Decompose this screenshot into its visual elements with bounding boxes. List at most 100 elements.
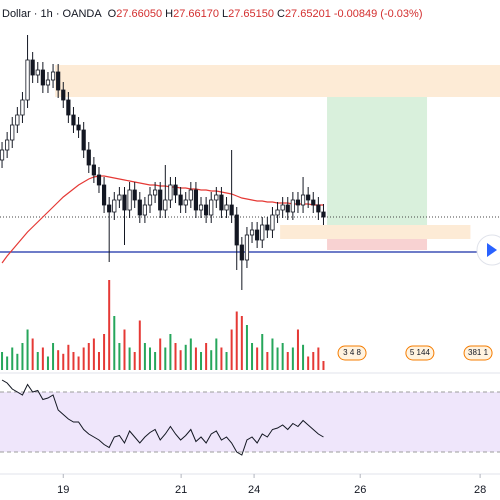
volume-bar (271, 338, 274, 370)
c-value: 27.65201 (285, 8, 331, 20)
candle-body (50, 71, 56, 81)
x-tick-label: 19 (57, 484, 69, 496)
volume-bar (210, 350, 213, 370)
volume-bar (266, 352, 269, 370)
candle-body (321, 211, 326, 218)
volume-bar (307, 356, 310, 370)
candle-body (229, 204, 234, 216)
volume-bar (6, 356, 9, 370)
volume-bar (215, 338, 218, 370)
volume-bar (317, 347, 320, 370)
h-value: 27.66170 (173, 8, 219, 20)
candle-body (112, 199, 117, 213)
volume-bar (62, 353, 65, 370)
volume-bar (118, 343, 121, 370)
candle-body (71, 114, 76, 126)
candle-body (306, 194, 311, 201)
x-tick-label: 26 (354, 484, 366, 496)
interval: 1h (41, 8, 53, 20)
volume-bar (189, 338, 192, 370)
c-label: C (277, 8, 285, 20)
volume-bar (11, 347, 14, 370)
volume-bar (87, 343, 90, 370)
source: OANDA (63, 8, 103, 20)
candle-body (76, 124, 81, 131)
event-label: 381 1 (468, 348, 489, 357)
volume-bar (82, 347, 85, 370)
candle-body (290, 199, 295, 213)
candle-body (158, 189, 163, 211)
volume-bar (276, 347, 279, 370)
candle-body (127, 189, 132, 211)
candle-body (173, 184, 178, 196)
candle-body (25, 59, 30, 101)
zone (55, 65, 500, 97)
volume-bar (16, 353, 19, 370)
candle-body (255, 229, 260, 241)
candle-body (0, 149, 5, 161)
volume-bar (41, 347, 44, 370)
candle-body (45, 79, 51, 86)
candle-body (96, 174, 102, 186)
candle-body (30, 59, 35, 76)
volume-bar (26, 329, 29, 370)
volume-bar (46, 356, 49, 370)
candle-body (234, 214, 239, 246)
volume-bar (97, 352, 100, 370)
candle-body (249, 229, 255, 236)
candle-body (275, 209, 280, 216)
candle-body (316, 204, 321, 213)
volume-bar (200, 352, 203, 370)
candle-body (122, 194, 127, 211)
volume-bar (36, 352, 39, 370)
volume-bar (143, 343, 146, 370)
volume-bar (174, 343, 177, 370)
candle-body (183, 199, 188, 206)
volume-bar (128, 347, 131, 370)
zone (327, 97, 428, 225)
candle-body (15, 114, 20, 126)
x-tick-label: 28 (474, 484, 486, 496)
volume-bar (92, 338, 95, 370)
volume-bar (77, 356, 80, 370)
volume-bar (205, 343, 208, 370)
volume-bar (261, 334, 264, 370)
volume-bar (21, 343, 24, 370)
candle-body (204, 204, 209, 216)
l-label: L (222, 8, 228, 20)
candle-body (214, 194, 219, 201)
x-tick-label: 24 (248, 484, 260, 496)
volume-bar (291, 347, 294, 370)
volume-bar (169, 334, 172, 370)
volume-bar (164, 347, 167, 370)
candle-body (107, 204, 112, 213)
volume-bar (154, 352, 157, 370)
candle-body (198, 204, 204, 211)
volume-bar (113, 316, 116, 370)
candle-body (153, 189, 158, 196)
event-label: 5 144 (410, 348, 431, 357)
volume-bar (57, 350, 60, 370)
volume-bar (256, 347, 259, 370)
candle-body (178, 194, 183, 206)
x-tick-label: 21 (175, 484, 187, 496)
candle-body (244, 234, 250, 261)
candle-body (265, 224, 270, 231)
candle-body (142, 204, 147, 216)
candle-body (147, 194, 153, 206)
event-label: 3 4 8 (343, 348, 361, 357)
volume-bar (103, 334, 106, 370)
volume-bar (194, 347, 197, 370)
volume-bar (235, 311, 238, 370)
volume-bar (296, 329, 299, 370)
candle-body (209, 199, 214, 216)
candle-body (300, 194, 306, 206)
candle-body (188, 189, 193, 201)
candle-body (66, 99, 71, 116)
volume-bar (281, 343, 284, 370)
volume-bar (133, 352, 136, 370)
volume-bar (159, 338, 162, 370)
candle-body (20, 99, 25, 116)
candle-body (117, 194, 122, 201)
